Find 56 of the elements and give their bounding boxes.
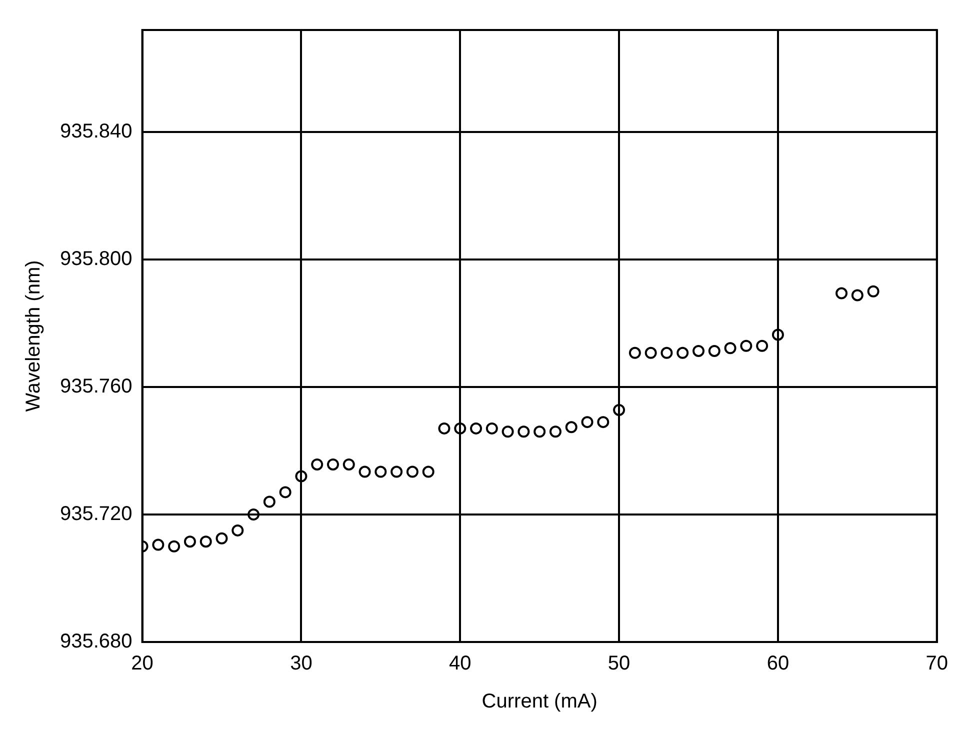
point — [216, 532, 228, 544]
y-tick-label: 935.800 — [60, 248, 132, 270]
point — [534, 426, 546, 438]
point — [422, 466, 434, 478]
point — [326, 458, 339, 470]
point — [406, 466, 418, 478]
point — [311, 458, 324, 470]
point — [628, 346, 641, 359]
point — [851, 289, 864, 302]
point — [232, 524, 244, 536]
x-tick-label: 70 — [926, 652, 948, 675]
point — [184, 536, 196, 548]
point — [644, 346, 657, 359]
y-tick-label: 935.840 — [60, 120, 132, 143]
point — [724, 342, 736, 354]
point — [295, 470, 308, 482]
point — [374, 466, 387, 478]
x-tick-label: 40 — [449, 652, 472, 675]
point — [200, 536, 212, 548]
point — [279, 486, 292, 498]
y-tick-label: 935.680 — [60, 630, 132, 653]
point — [613, 404, 626, 416]
point — [454, 422, 466, 434]
point — [152, 538, 164, 551]
point — [692, 344, 705, 357]
point — [390, 466, 403, 478]
point — [549, 426, 562, 438]
point — [660, 346, 673, 359]
x-tick-label: 30 — [290, 652, 312, 675]
point — [597, 416, 610, 428]
x-tick-label: 60 — [766, 652, 790, 675]
point — [263, 496, 276, 508]
point — [772, 328, 784, 341]
point — [581, 416, 594, 428]
y-tick-label: 935.760 — [60, 376, 132, 398]
point — [676, 346, 689, 359]
point — [486, 422, 498, 434]
point — [867, 285, 880, 298]
point — [248, 508, 260, 520]
point — [502, 426, 514, 438]
x-tick-label: 20 — [131, 652, 154, 675]
y-tick-label: 935.720 — [60, 503, 132, 526]
point — [470, 422, 482, 434]
point — [342, 458, 355, 470]
point — [438, 422, 450, 434]
point — [836, 287, 848, 300]
point — [756, 340, 768, 352]
point — [168, 540, 180, 552]
x-axis-title: Current (mA) — [482, 690, 598, 713]
x-tick-label: 50 — [608, 652, 630, 675]
point — [740, 340, 752, 352]
y-axis-title: Wavelength (nm) — [22, 260, 45, 412]
point — [708, 344, 720, 357]
point — [358, 466, 371, 478]
point — [518, 426, 530, 438]
point — [565, 421, 578, 434]
